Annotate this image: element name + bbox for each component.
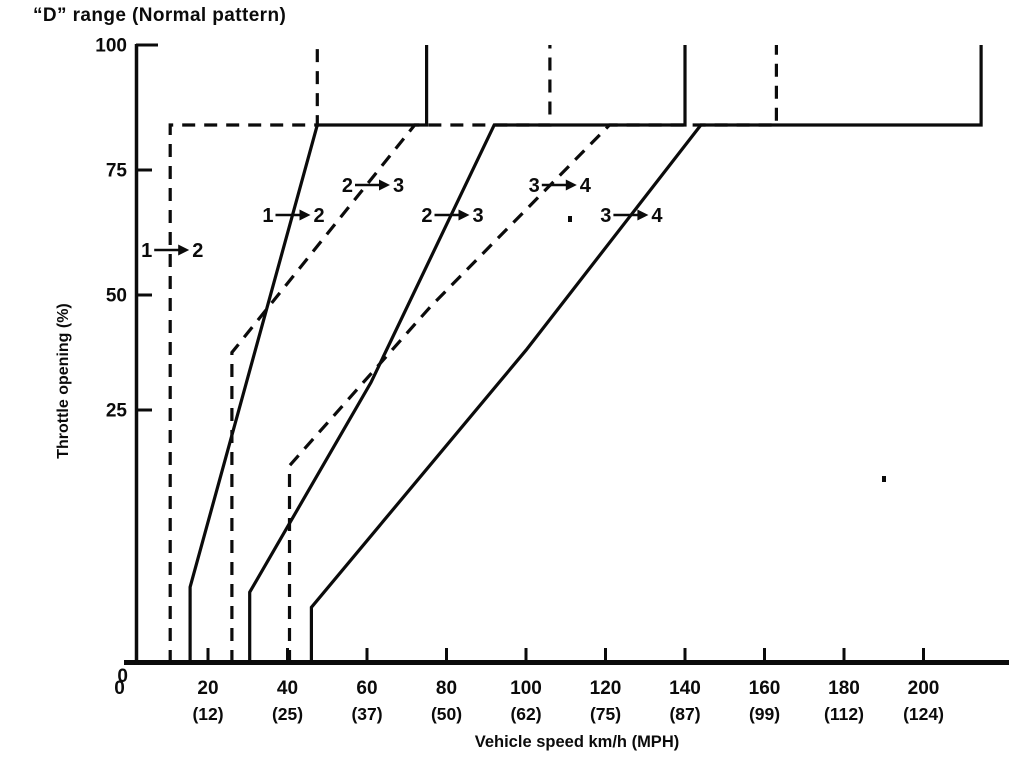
- y-tick-label: 100: [95, 36, 127, 57]
- x-tick-label-mph: (124): [903, 704, 944, 724]
- shift-label-from: 3: [529, 175, 540, 197]
- curve-1-2-solid: [188, 45, 429, 663]
- shift-arrow-head: [379, 179, 390, 191]
- shift-label-from: 2: [421, 205, 432, 227]
- shift-label-from: 2: [342, 175, 353, 197]
- y-tick-label: 50: [106, 286, 127, 307]
- shift-label-to: 4: [580, 175, 592, 197]
- x-tick-label-mph: (50): [431, 704, 462, 724]
- shift-label-to: 2: [314, 205, 325, 227]
- y-tick-label: 75: [106, 161, 128, 182]
- shift-arrow-head: [565, 179, 577, 191]
- x-tick-label-mph: (25): [272, 704, 303, 724]
- chart-title: “D” range (Normal pattern): [33, 5, 287, 26]
- shift-label-to: 3: [473, 205, 484, 227]
- shift-label-from: 1: [262, 205, 273, 227]
- shift-label-to: 4: [651, 205, 663, 227]
- x-tick-label-mph: (75): [590, 704, 621, 724]
- x-tick-label: 180: [828, 678, 860, 699]
- x-axis-title: Vehicle speed km/h (MPH): [474, 733, 680, 751]
- x-tick-label-mph: (87): [669, 704, 700, 724]
- curve-2-3-solid: [248, 45, 687, 663]
- curve-3-4-solid: [309, 45, 983, 663]
- x-tick-label: 120: [590, 678, 622, 699]
- x-tick-label: 100: [510, 678, 542, 699]
- x-tick-label: 80: [436, 678, 457, 699]
- curve-1-2-dashed: [168, 45, 319, 663]
- x-tick-label-mph: (62): [510, 704, 541, 724]
- shift-label-from: 3: [600, 205, 611, 227]
- x-tick-label: 140: [669, 678, 701, 699]
- x-tick-label: 20: [197, 678, 218, 699]
- x-tick-label: 40: [277, 678, 298, 699]
- x-tick-label-mph: (37): [351, 704, 382, 724]
- shift-arrow-head: [299, 209, 311, 221]
- shift-label-to: 2: [192, 240, 203, 262]
- curve-2-3-dashed: [230, 45, 552, 663]
- shift-arrow-head: [458, 209, 470, 221]
- shift-label-from: 1: [141, 240, 152, 262]
- x-tick-label-mph: (112): [824, 704, 864, 724]
- x-tick-label: 200: [908, 678, 940, 699]
- x-tick-label: 60: [356, 678, 377, 699]
- x-tick-label: 0: [114, 678, 125, 699]
- curve-3-4-dashed: [287, 45, 778, 663]
- x-tick-label: 160: [749, 678, 781, 699]
- shift-arrow-head: [178, 244, 190, 256]
- scan-speck: [882, 476, 886, 482]
- shift-arrow-head: [637, 209, 649, 221]
- scan-speck: [568, 216, 572, 222]
- x-tick-label-mph: (12): [192, 704, 223, 724]
- y-tick-label: 25: [106, 401, 128, 422]
- x-tick-label-mph: (99): [749, 704, 780, 724]
- origin-label: 0: [117, 666, 128, 687]
- shift-label-to: 3: [393, 175, 404, 197]
